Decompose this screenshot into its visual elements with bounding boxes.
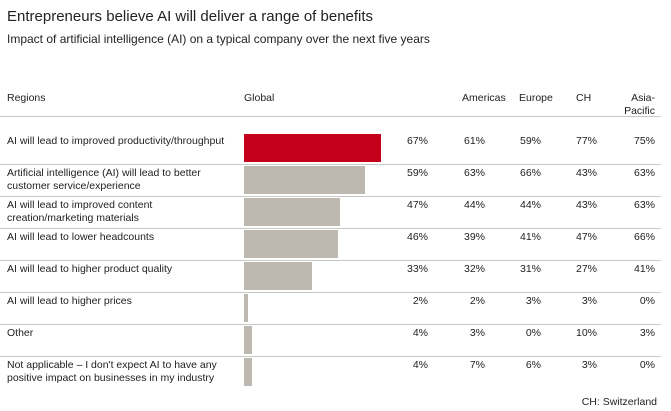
bar — [244, 326, 253, 354]
value-label: 33% — [406, 263, 428, 275]
row-label: AI will lead to improved content creatio… — [7, 199, 153, 224]
row-label: AI will lead to lower headcounts — [7, 231, 155, 243]
value-label: 63% — [463, 167, 485, 179]
value-label: 41% — [519, 231, 541, 243]
value-label: 27% — [575, 263, 597, 275]
value-label: 3% — [469, 327, 485, 339]
value-label: 66% — [633, 231, 655, 243]
value-label: 46% — [406, 231, 428, 243]
column-header: Asia-Pacific — [624, 92, 655, 117]
value-label: 0% — [639, 295, 655, 307]
row-label: AI will lead to improved productivity/th… — [7, 135, 225, 147]
header-rule — [0, 116, 661, 117]
value-label: 3% — [581, 359, 597, 371]
row-rule — [0, 260, 661, 261]
value-label: 63% — [633, 199, 655, 211]
column-header: Americas — [462, 92, 506, 104]
row-label: Artificial intelligence (AI) will lead t… — [7, 167, 201, 192]
chart-title: Entrepreneurs believe AI will deliver a … — [7, 8, 374, 25]
value-label: 47% — [406, 199, 428, 211]
chart-subtitle: Impact of artificial intelligence (AI) o… — [7, 32, 430, 46]
row-rule — [0, 196, 661, 197]
row-label: AI will lead to higher prices — [7, 295, 132, 307]
value-label: 77% — [575, 135, 597, 147]
value-label: 44% — [519, 199, 541, 211]
value-label: 10% — [575, 327, 597, 339]
value-label: 44% — [463, 199, 485, 211]
bar — [244, 166, 365, 194]
value-label: 43% — [575, 199, 597, 211]
bar — [244, 198, 341, 226]
value-label: 41% — [633, 263, 655, 275]
value-label: 63% — [633, 167, 655, 179]
value-label: 47% — [575, 231, 597, 243]
bar — [244, 358, 253, 386]
value-label: 4% — [412, 327, 428, 339]
value-label: 59% — [406, 167, 428, 179]
row-label: Other — [7, 327, 34, 339]
value-label: 7% — [469, 359, 485, 371]
row-rule — [0, 228, 661, 229]
value-label: 6% — [525, 359, 541, 371]
value-label: 0% — [525, 327, 541, 339]
value-label: 4% — [412, 359, 428, 371]
row-rule — [0, 356, 661, 357]
bar — [244, 294, 249, 322]
value-label: 43% — [575, 167, 597, 179]
bar — [244, 262, 312, 290]
value-label: 2% — [469, 295, 485, 307]
value-label: 66% — [519, 167, 541, 179]
column-header: Europe — [519, 92, 553, 104]
value-label: 75% — [633, 135, 655, 147]
footnote: CH: Switzerland — [581, 396, 657, 408]
value-label: 61% — [463, 135, 485, 147]
column-header: Global — [244, 92, 275, 104]
row-label: AI will lead to higher product quality — [7, 263, 173, 275]
value-label: 59% — [519, 135, 541, 147]
bar — [244, 230, 339, 258]
column-header: CH — [576, 92, 592, 104]
row-rule — [0, 292, 661, 293]
row-rule — [0, 324, 661, 325]
row-label: Not applicable – I don't expect AI to ha… — [7, 359, 217, 384]
row-header: Regions — [7, 92, 46, 104]
value-label: 31% — [519, 263, 541, 275]
row-rule — [0, 164, 661, 165]
value-label: 0% — [639, 359, 655, 371]
bar — [244, 134, 382, 162]
value-label: 39% — [463, 231, 485, 243]
value-label: 3% — [525, 295, 541, 307]
value-label: 2% — [412, 295, 428, 307]
value-label: 3% — [581, 295, 597, 307]
value-label: 32% — [463, 263, 485, 275]
value-label: 67% — [406, 135, 428, 147]
value-label: 3% — [639, 327, 655, 339]
